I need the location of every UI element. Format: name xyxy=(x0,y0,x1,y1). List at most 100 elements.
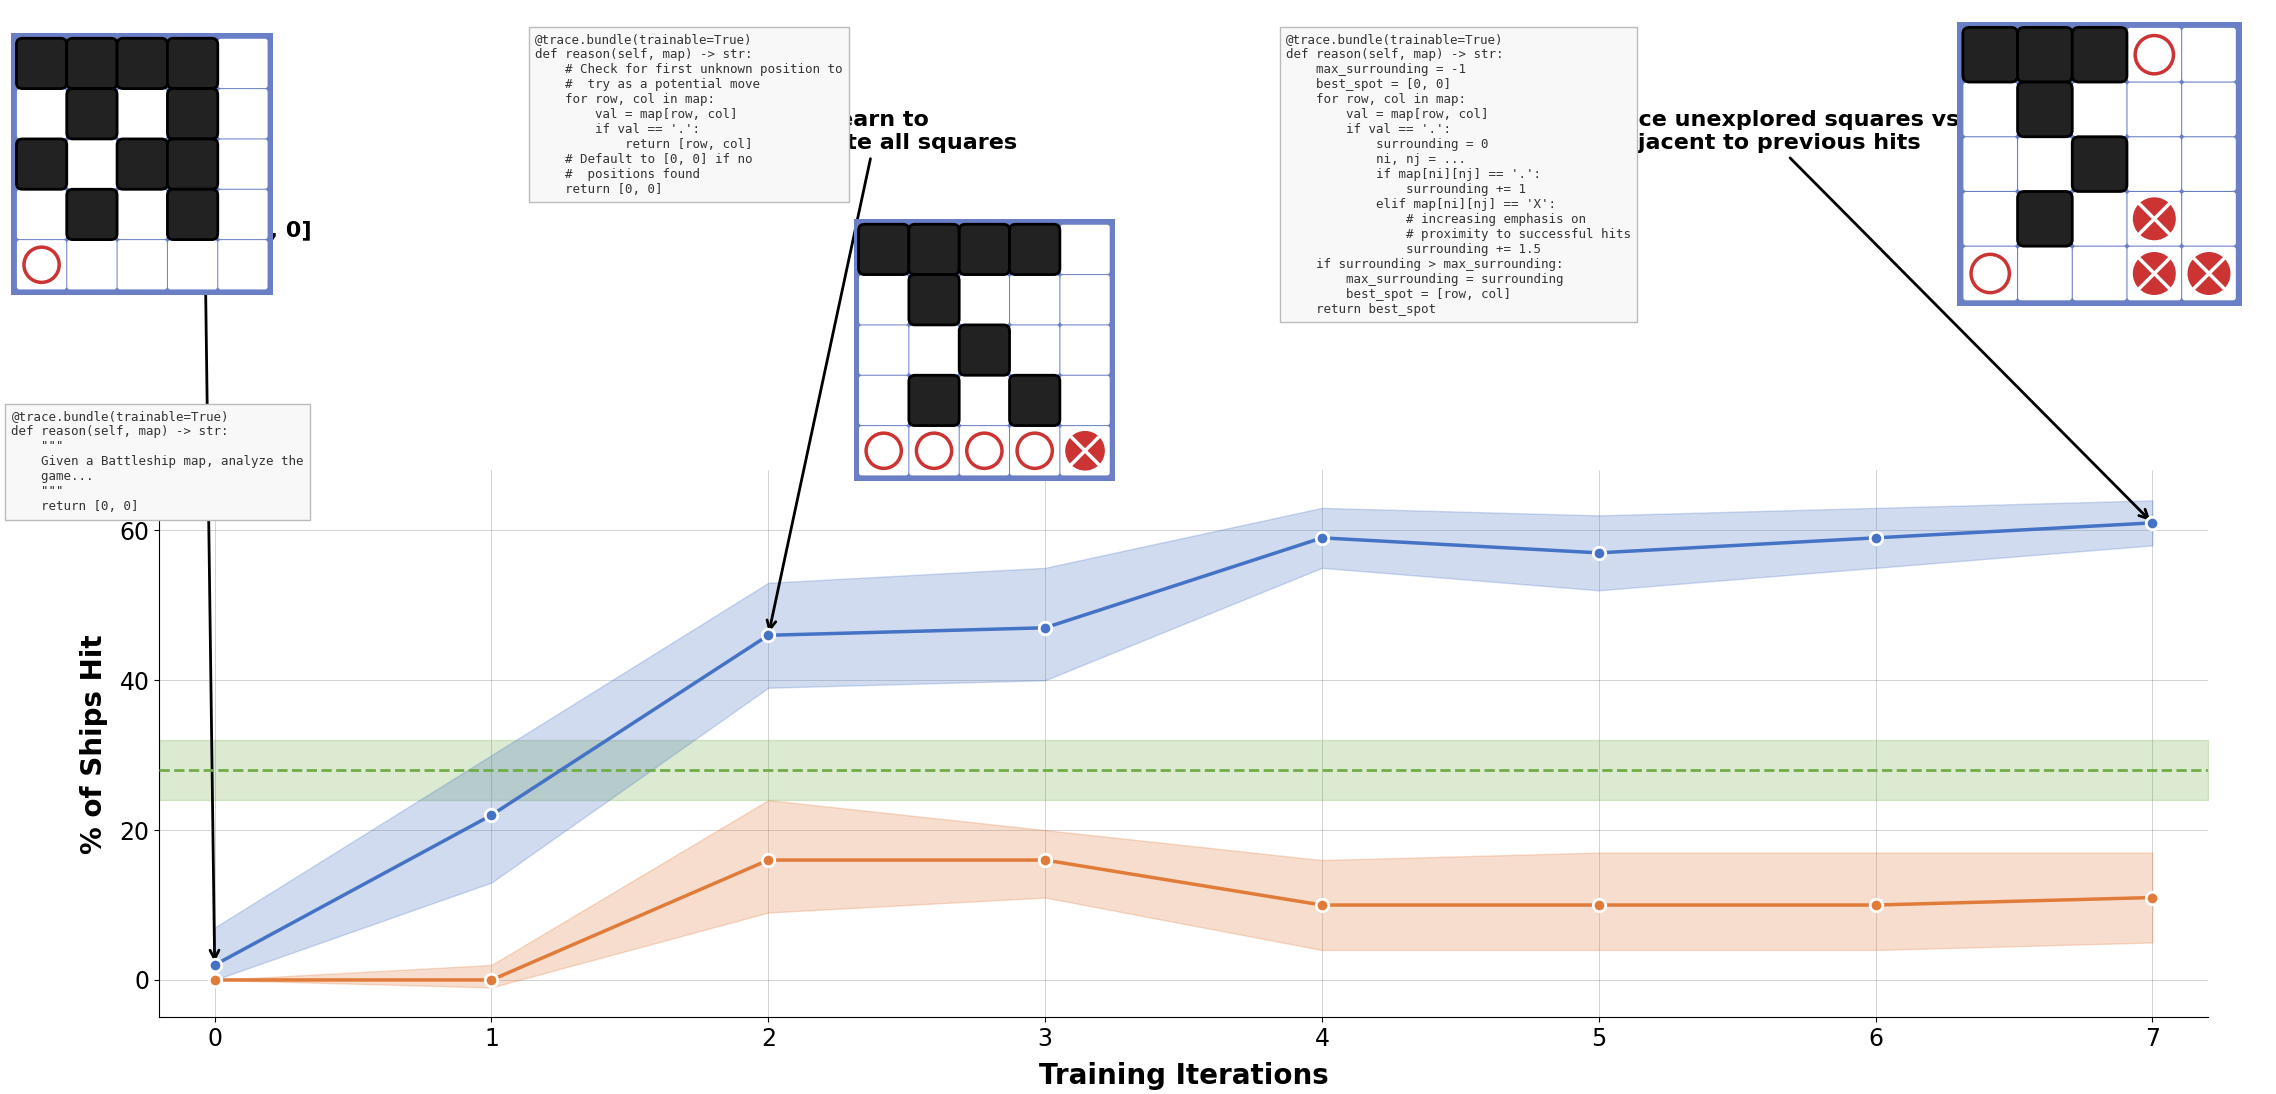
Circle shape xyxy=(2133,198,2176,240)
FancyBboxPatch shape xyxy=(218,240,269,290)
FancyBboxPatch shape xyxy=(2017,27,2071,82)
FancyBboxPatch shape xyxy=(1061,325,1111,375)
FancyBboxPatch shape xyxy=(2071,137,2128,191)
FancyBboxPatch shape xyxy=(910,224,958,275)
FancyBboxPatch shape xyxy=(68,240,116,290)
FancyBboxPatch shape xyxy=(1011,375,1061,426)
FancyBboxPatch shape xyxy=(960,224,1008,275)
FancyBboxPatch shape xyxy=(1061,426,1111,476)
Text: @trace.bundle(trainable=True)
def reason(self, map) -> str:
    # Check for firs: @trace.bundle(trainable=True) def reason… xyxy=(535,33,842,196)
X-axis label: Training Iterations: Training Iterations xyxy=(1038,1062,1329,1091)
FancyBboxPatch shape xyxy=(2019,193,2071,246)
FancyBboxPatch shape xyxy=(1011,275,1058,325)
FancyBboxPatch shape xyxy=(168,38,216,89)
FancyBboxPatch shape xyxy=(1964,27,2017,82)
FancyBboxPatch shape xyxy=(218,189,269,240)
FancyBboxPatch shape xyxy=(68,139,116,189)
FancyBboxPatch shape xyxy=(68,189,116,240)
FancyBboxPatch shape xyxy=(2017,191,2071,246)
FancyBboxPatch shape xyxy=(1953,18,2246,311)
FancyBboxPatch shape xyxy=(910,375,958,426)
FancyBboxPatch shape xyxy=(168,189,218,240)
FancyBboxPatch shape xyxy=(2019,247,2071,300)
FancyBboxPatch shape xyxy=(118,89,166,139)
FancyBboxPatch shape xyxy=(118,240,166,290)
FancyBboxPatch shape xyxy=(1964,138,2017,190)
FancyBboxPatch shape xyxy=(168,189,216,240)
FancyBboxPatch shape xyxy=(2128,193,2180,246)
FancyBboxPatch shape xyxy=(168,89,216,139)
FancyBboxPatch shape xyxy=(2019,138,2071,190)
Text: @trace.bundle(trainable=True)
def reason(self, map) -> str:
    """
    Given a : @trace.bundle(trainable=True) def reason… xyxy=(11,410,305,513)
FancyBboxPatch shape xyxy=(16,240,66,290)
FancyBboxPatch shape xyxy=(960,375,1008,426)
FancyBboxPatch shape xyxy=(2019,83,2071,136)
FancyBboxPatch shape xyxy=(16,38,66,89)
FancyBboxPatch shape xyxy=(218,38,269,89)
FancyBboxPatch shape xyxy=(1011,325,1058,375)
FancyBboxPatch shape xyxy=(2071,27,2128,82)
FancyBboxPatch shape xyxy=(1964,247,2017,300)
FancyBboxPatch shape xyxy=(858,426,908,476)
Text: @trace.bundle(trainable=True)
def reason(self, map) -> str:
    max_surrounding : @trace.bundle(trainable=True) def reason… xyxy=(1286,33,1632,316)
FancyBboxPatch shape xyxy=(2183,27,2235,82)
FancyBboxPatch shape xyxy=(2073,247,2126,300)
FancyBboxPatch shape xyxy=(118,38,166,89)
FancyBboxPatch shape xyxy=(960,426,1008,476)
FancyBboxPatch shape xyxy=(2073,27,2126,82)
FancyBboxPatch shape xyxy=(116,139,168,189)
FancyBboxPatch shape xyxy=(858,224,908,275)
FancyBboxPatch shape xyxy=(2183,138,2235,190)
FancyBboxPatch shape xyxy=(68,89,116,139)
FancyBboxPatch shape xyxy=(2183,247,2235,300)
Circle shape xyxy=(2133,253,2176,294)
FancyBboxPatch shape xyxy=(116,38,168,89)
FancyBboxPatch shape xyxy=(66,89,116,139)
FancyBboxPatch shape xyxy=(1061,275,1111,325)
FancyBboxPatch shape xyxy=(16,38,66,89)
FancyBboxPatch shape xyxy=(958,224,1011,275)
FancyBboxPatch shape xyxy=(2183,193,2235,246)
FancyBboxPatch shape xyxy=(1011,224,1061,275)
Text: Only guess [0, 0]: Only guess [0, 0] xyxy=(98,221,312,959)
FancyBboxPatch shape xyxy=(2128,138,2180,190)
Text: Learn to
enumerate all squares: Learn to enumerate all squares xyxy=(735,110,1017,629)
FancyBboxPatch shape xyxy=(2073,193,2126,246)
FancyBboxPatch shape xyxy=(2073,138,2126,190)
FancyBboxPatch shape xyxy=(168,139,216,189)
FancyBboxPatch shape xyxy=(218,139,269,189)
FancyBboxPatch shape xyxy=(960,325,1008,375)
FancyBboxPatch shape xyxy=(68,38,116,89)
FancyBboxPatch shape xyxy=(66,189,116,240)
FancyBboxPatch shape xyxy=(1061,224,1111,275)
FancyBboxPatch shape xyxy=(66,38,116,89)
FancyBboxPatch shape xyxy=(908,224,958,275)
FancyBboxPatch shape xyxy=(2128,247,2180,300)
FancyBboxPatch shape xyxy=(2128,27,2180,82)
FancyBboxPatch shape xyxy=(910,275,958,325)
FancyBboxPatch shape xyxy=(16,189,66,240)
FancyBboxPatch shape xyxy=(2183,83,2235,136)
FancyBboxPatch shape xyxy=(858,325,908,375)
Y-axis label: % of Ships Hit: % of Ships Hit xyxy=(80,635,109,853)
FancyBboxPatch shape xyxy=(1011,375,1058,426)
FancyBboxPatch shape xyxy=(910,325,958,375)
FancyBboxPatch shape xyxy=(2128,83,2180,136)
FancyBboxPatch shape xyxy=(1962,27,2017,82)
FancyBboxPatch shape xyxy=(2073,83,2126,136)
FancyBboxPatch shape xyxy=(2017,82,2071,137)
Circle shape xyxy=(1065,432,1104,470)
FancyBboxPatch shape xyxy=(168,139,218,189)
FancyBboxPatch shape xyxy=(858,375,908,426)
FancyBboxPatch shape xyxy=(1964,193,2017,246)
FancyBboxPatch shape xyxy=(908,375,958,426)
FancyBboxPatch shape xyxy=(16,139,66,189)
FancyBboxPatch shape xyxy=(849,216,1120,485)
FancyBboxPatch shape xyxy=(858,224,908,275)
FancyBboxPatch shape xyxy=(908,275,958,325)
Circle shape xyxy=(2187,253,2230,294)
FancyBboxPatch shape xyxy=(7,30,278,299)
FancyBboxPatch shape xyxy=(2019,27,2071,82)
FancyBboxPatch shape xyxy=(858,275,908,325)
FancyBboxPatch shape xyxy=(118,189,166,240)
